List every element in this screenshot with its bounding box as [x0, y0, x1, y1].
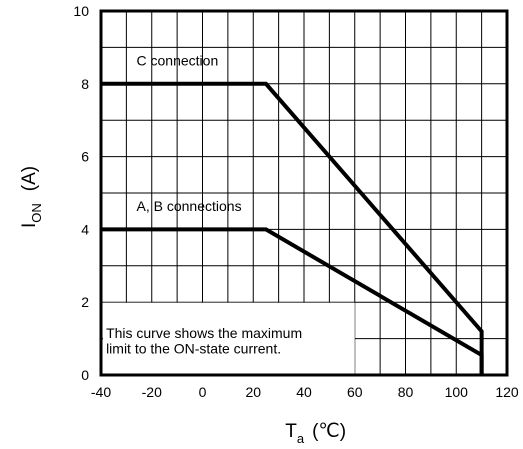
- x-tick-label: 0: [199, 384, 207, 400]
- y-tick-label: 6: [81, 149, 89, 165]
- y-tick-label: 8: [81, 76, 89, 92]
- annotation-line-2: limit to the ON-state current.: [106, 340, 281, 356]
- x-axis-label-main: T: [285, 421, 297, 442]
- series-label-ab-connections: A, B connections: [137, 198, 242, 214]
- plot-frame: [99, 9, 509, 377]
- x-tick-label: 120: [495, 384, 519, 400]
- x-tick-label: -40: [91, 384, 111, 400]
- series-lines: [101, 81, 484, 375]
- x-axis-label: Ta (℃): [285, 421, 346, 446]
- x-tick-label: -20: [142, 384, 162, 400]
- x-tick-labels: -40 -20 0 20 40 60 80 100 120: [91, 384, 519, 400]
- y-axis-label-unit: (A): [19, 166, 40, 191]
- y-tick-label: 10: [73, 3, 89, 19]
- y-axis-label-main: I: [19, 223, 40, 228]
- y-tick-labels: 0 2 4 6 8 10: [73, 3, 89, 383]
- x-tick-label: 40: [296, 384, 312, 400]
- y-tick-label: 0: [81, 367, 89, 383]
- y-axis-label-subscript: ON: [29, 203, 44, 223]
- grid: [101, 11, 507, 375]
- series-label-c-connection: C connection: [137, 53, 219, 69]
- annotation-line-1: This curve shows the maximum: [106, 325, 302, 341]
- y-tick-label: 4: [81, 221, 89, 237]
- x-tick-label: 20: [245, 384, 261, 400]
- x-tick-label: 80: [398, 384, 414, 400]
- x-axis-label-unit: (℃): [312, 421, 346, 442]
- x-tick-label: 100: [445, 384, 469, 400]
- x-axis-label-subscript: a: [297, 431, 305, 446]
- annotation-box: [103, 302, 355, 374]
- x-tick-label: 60: [347, 384, 363, 400]
- y-tick-label: 2: [81, 294, 89, 310]
- series-line-2: [101, 227, 484, 375]
- y-axis-label: ION (A): [19, 166, 44, 228]
